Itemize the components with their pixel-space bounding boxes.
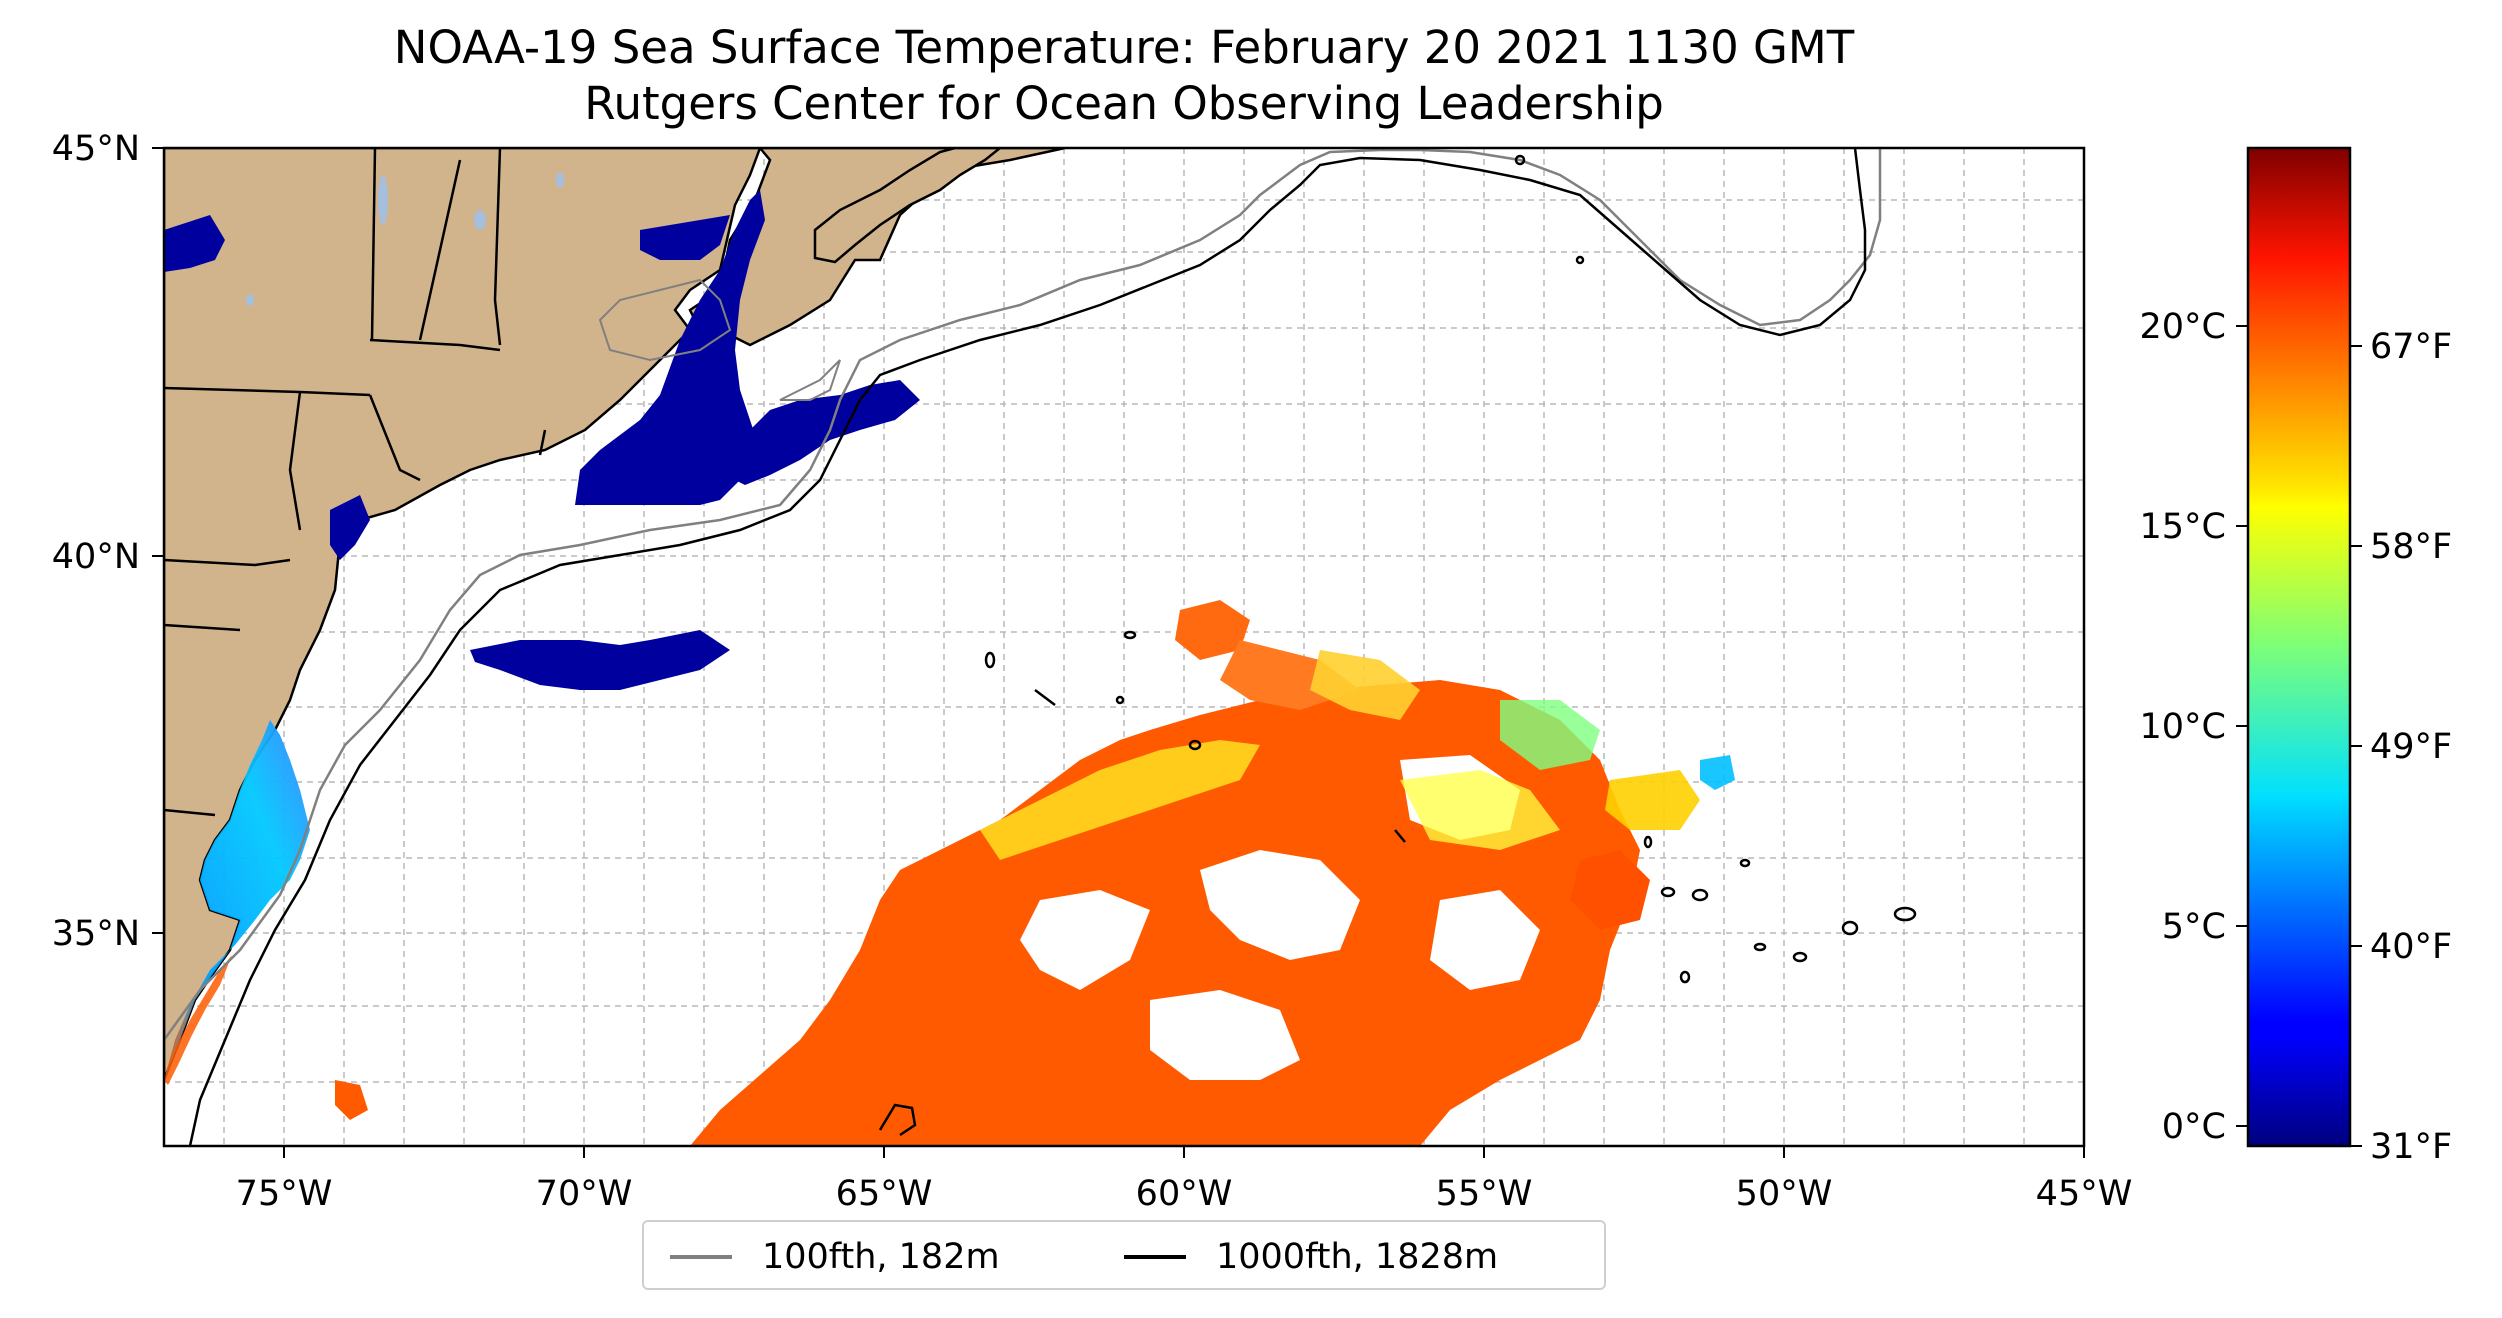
- legend-label: 100fth, 182m: [762, 1237, 1000, 1277]
- map-title: NOAA-19 Sea Surface Temperature: Februar…: [393, 21, 1855, 74]
- state-borders: [164, 148, 547, 817]
- colorbar-fahrenheit-label: 31°F: [2370, 1127, 2452, 1167]
- lon-tick-label: 75°W: [236, 1174, 333, 1214]
- colorbar-celsius-label: 5°C: [2162, 907, 2226, 947]
- legend-label: 1000fth, 1828m: [1216, 1237, 1499, 1277]
- lat-tick-label: 45°N: [52, 129, 140, 169]
- seamounts: [878, 154, 1917, 1137]
- colorbar-celsius-label: 10°C: [2140, 707, 2226, 747]
- isobath-100fth-bank: [779, 359, 841, 401]
- legend-item-1000fth: 1000fth, 1828m: [1124, 1235, 1498, 1279]
- colorbar-fahrenheit-labels: 31°F 40°F 49°F 58°F 67°F: [2370, 327, 2452, 1167]
- colorbar: [2246, 146, 2352, 1148]
- colorbar-celsius-label: 15°C: [2140, 507, 2226, 547]
- colorbar-celsius-label: 0°C: [2162, 1107, 2226, 1147]
- colorbar-fahrenheit-label: 40°F: [2370, 927, 2452, 967]
- sst-warm-region: [335, 600, 1735, 1146]
- isobath-100fth: [164, 148, 1882, 1041]
- land-nova-scotia: [813, 148, 1003, 264]
- legend-swatch: [1124, 1255, 1186, 1259]
- lon-tick-labels: 75°W 70°W 65°W 60°W 55°W 50°W 45°W: [236, 1174, 2133, 1214]
- axis-ticks: [152, 147, 2085, 1158]
- lon-tick-label: 70°W: [536, 1174, 633, 1214]
- isobath-100fth-inner: [598, 278, 732, 362]
- lon-tick-label: 60°W: [1136, 1174, 1233, 1214]
- lon-tick-label: 55°W: [1436, 1174, 1533, 1214]
- plot-frame: [162, 146, 2086, 1148]
- sst-coastal-warm: [164, 955, 232, 1085]
- map-subtitle: Rutgers Center for Ocean Observing Leade…: [584, 77, 1664, 130]
- lon-tick-label: 45°W: [2036, 1174, 2133, 1214]
- map-legend: 100fth, 182m 1000fth, 1828m: [642, 1220, 1606, 1290]
- lat-tick-label: 40°N: [52, 537, 140, 577]
- lat-tick-labels: 35°N 40°N 45°N: [52, 129, 140, 954]
- legend-swatch: [670, 1255, 732, 1259]
- lat-tick-label: 35°N: [52, 914, 140, 954]
- colorbar-fahrenheit-label: 67°F: [2370, 327, 2452, 367]
- isobath-1000fth: [188, 148, 1867, 1146]
- lakes: [246, 172, 564, 306]
- colorbar-celsius-labels: 0°C 5°C 10°C 15°C 20°C: [2140, 307, 2226, 1147]
- colorbar-celsius-label: 20°C: [2140, 307, 2226, 347]
- lon-tick-label: 65°W: [836, 1174, 933, 1214]
- colorbar-fahrenheit-label: 58°F: [2370, 527, 2452, 567]
- legend-item-100fth: 100fth, 182m: [670, 1235, 1000, 1279]
- colorbar-fahrenheit-label: 49°F: [2370, 727, 2452, 767]
- colorbar-ticks: [2236, 325, 2362, 1147]
- lon-tick-label: 50°W: [1736, 1174, 1833, 1214]
